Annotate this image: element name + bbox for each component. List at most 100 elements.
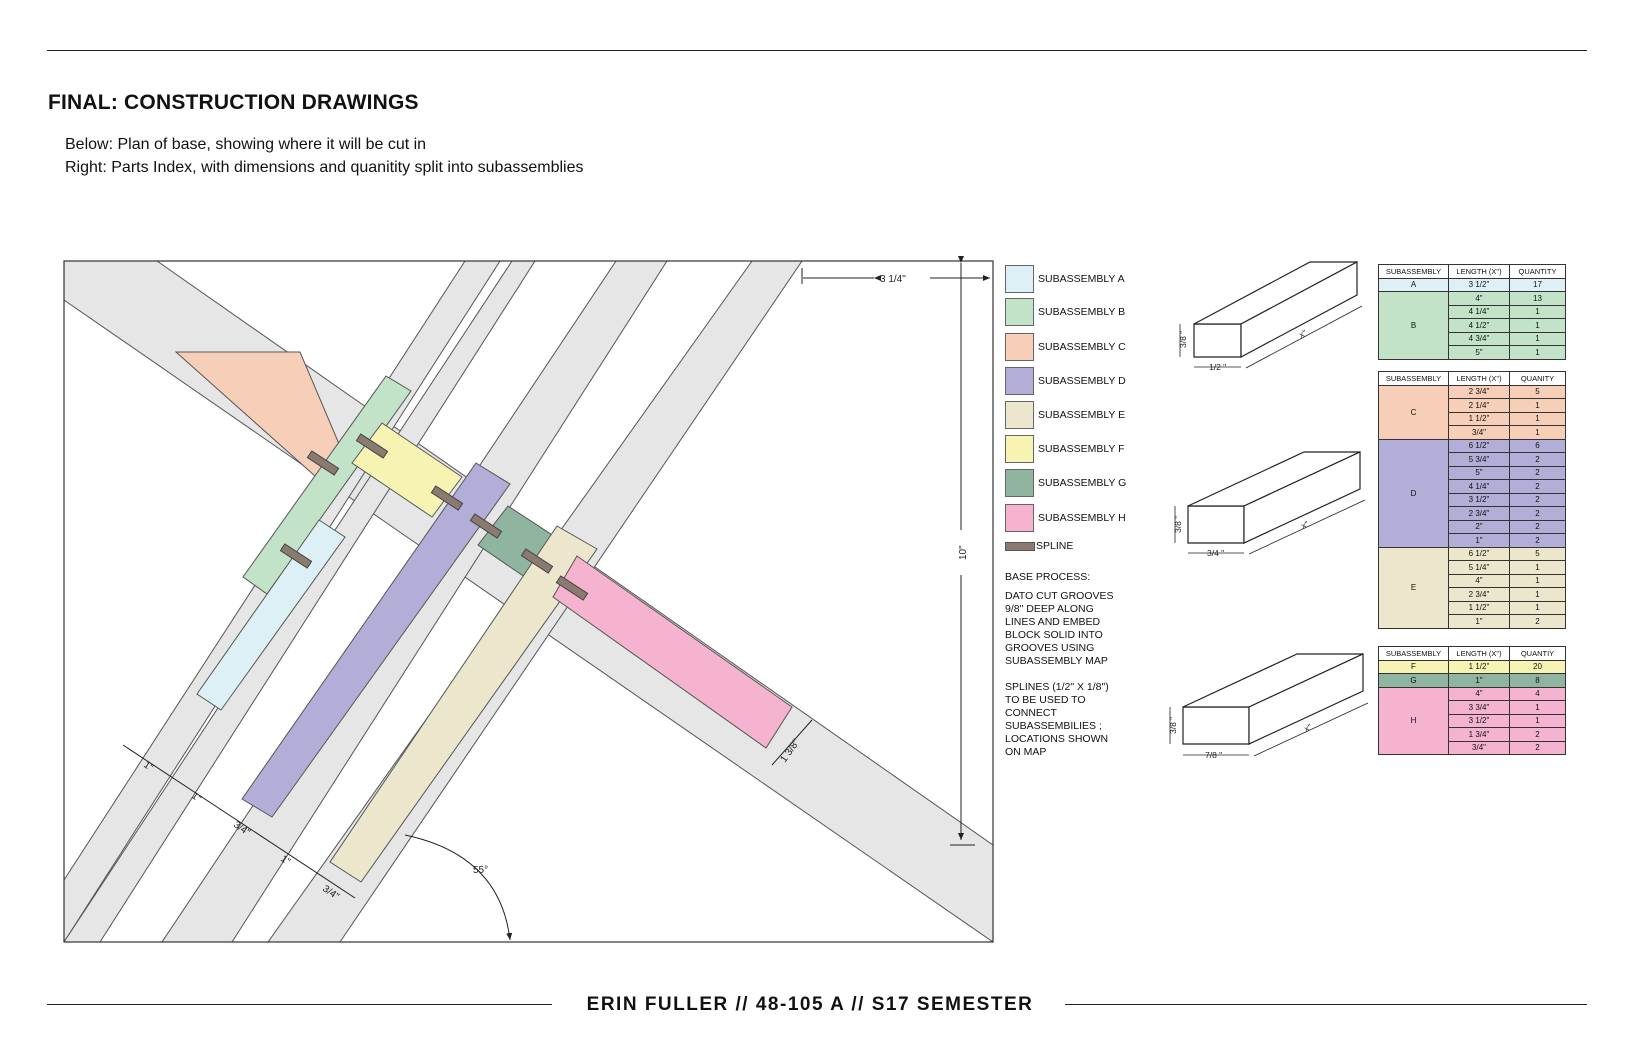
table-cell: 1 <box>1509 600 1566 615</box>
table-cell: 3 1/2" <box>1448 713 1510 728</box>
block-2-height: 3/8 " <box>1173 516 1183 533</box>
legend-swatch <box>1005 367 1034 395</box>
table-cell: 4 1/4" <box>1448 479 1510 494</box>
table-row: H 4" 4 <box>1378 686 1566 755</box>
legend-swatch <box>1005 504 1034 532</box>
spline <box>279 543 313 569</box>
plan-strips <box>64 261 993 942</box>
legend-swatch <box>1005 541 1035 551</box>
spline <box>520 548 554 574</box>
legend-item-a: SUBASSEMBLY A <box>1005 265 1125 293</box>
table-cell: 1" <box>1448 533 1510 548</box>
legend-swatch <box>1005 333 1034 361</box>
table-cell: 20 <box>1509 659 1566 674</box>
table-cell: 2 <box>1509 465 1566 480</box>
subassembly-e-region <box>329 525 598 883</box>
table-header-cell: SUBASSEMBLY <box>1378 646 1449 661</box>
table-cell: 5" <box>1448 465 1510 480</box>
legend-item-spline: SPLINE <box>1005 535 1073 557</box>
legend-swatch <box>1005 298 1034 326</box>
spline <box>469 513 503 539</box>
table-cell: 3 1/2" <box>1448 492 1510 507</box>
parts-table-1: SUBASSEMBLY LENGTH (X") QUANTITY A 3 1/2" 17 B… <box>1378 264 1566 360</box>
legend-item-e: SUBASSEMBLY E <box>1005 401 1125 429</box>
block-3 <box>1182 653 1364 745</box>
spline <box>555 575 589 601</box>
process-heading: BASE PROCESS: <box>1005 571 1091 583</box>
block-1 <box>1193 260 1358 359</box>
subassembly-cell: B <box>1378 291 1449 360</box>
legend-item-b: SUBASSEMBLY B <box>1005 298 1125 326</box>
block-2 <box>1187 451 1361 544</box>
block-1-height: 3/8 " <box>1178 331 1188 348</box>
table-cell: 2 <box>1509 740 1566 755</box>
block-2-width: 3/4 " <box>1207 548 1224 558</box>
dimension-lines <box>122 256 990 941</box>
table-row: 3 1/2" 1 <box>1378 713 1566 728</box>
footer-credit: ERIN FULLER // 48-105 A // S17 SEMESTER <box>586 994 1034 1015</box>
legend-swatch <box>1005 265 1034 293</box>
subassembly-cell: H <box>1378 686 1449 755</box>
process-steps: DATO CUT GROOVES 9/8" DEEP ALONG LINES A… <box>1005 590 1114 667</box>
spline <box>430 485 464 511</box>
subtitle-line-1: Below: Plan of base, showing where it wi… <box>65 136 427 153</box>
dim-top: 3 1/4" <box>880 274 906 285</box>
table-header-cell: LENGTH (X") <box>1448 371 1510 386</box>
table-cell: 6 1/2" <box>1448 546 1510 561</box>
table-cell: 4 3/4" <box>1448 331 1510 346</box>
table-cell: 6 <box>1509 438 1566 453</box>
table-cell: 5 1/4" <box>1448 560 1510 575</box>
legend-swatch <box>1005 401 1034 429</box>
table-cell: 8 <box>1509 673 1566 688</box>
footer-rule-right <box>1065 1004 1587 1005</box>
spline <box>355 433 389 459</box>
table-cell: 4" <box>1448 573 1510 588</box>
table-cell: 1 3/4" <box>1448 727 1510 742</box>
legend-item-d: SUBASSEMBLY D <box>1005 367 1126 395</box>
table-cell: 3/4" <box>1448 425 1510 440</box>
subassembly-cell: G <box>1378 673 1449 688</box>
table-cell: 4 <box>1509 686 1566 701</box>
table-cell: 2 <box>1509 492 1566 507</box>
table-row: B 4" 13 <box>1378 291 1566 360</box>
table-cell: 2 <box>1509 614 1566 629</box>
table-cell: 1 <box>1509 587 1566 602</box>
table-cell: 1 1/2" <box>1448 659 1510 674</box>
table-cell: 1" <box>1448 614 1510 629</box>
subtitle-line-2: Right: Parts Index, with dimensions and … <box>65 159 584 176</box>
table-header-cell: LENGTH (X") <box>1448 264 1510 279</box>
table-cell: 2 3/4" <box>1448 384 1510 399</box>
table-cell: 1 <box>1509 345 1566 360</box>
table-cell: 1 <box>1509 573 1566 588</box>
table-cell: 5 <box>1509 546 1566 561</box>
block-3-length: x" <box>1302 722 1313 734</box>
table-header-cell: QUANTITY <box>1509 264 1566 279</box>
spline <box>306 450 340 476</box>
table-cell: 3 3/4" <box>1448 700 1510 715</box>
table-header-row: SUBASSEMBLY LENGTH (X") QUANTITY <box>1378 264 1566 279</box>
subassembly-cell: F <box>1378 659 1449 674</box>
legend-item-c: SUBASSEMBLY C <box>1005 333 1126 361</box>
table-header-cell: QUANITY <box>1509 371 1566 386</box>
table-row: G 1" 8 <box>1378 673 1566 688</box>
block-3-height: 3/8 " <box>1168 717 1178 734</box>
dim-right: 10" <box>958 545 969 560</box>
table-cell: 1 <box>1509 713 1566 728</box>
block-2-length: x" <box>1299 519 1310 531</box>
subassembly-cell: E <box>1378 546 1449 629</box>
table-header-row: SUBASSEMBLY LENGTH (X") QUANTIY <box>1378 646 1566 661</box>
table-cell: 1 <box>1509 318 1566 333</box>
table-cell: 5 3/4" <box>1448 452 1510 467</box>
table-cell: 1 <box>1509 425 1566 440</box>
footer-rule-left <box>47 1004 552 1005</box>
table-cell: 2 <box>1509 533 1566 548</box>
splines <box>279 433 589 601</box>
table-header-row: SUBASSEMBLY LENGTH (X") QUANITY <box>1378 371 1566 386</box>
legend-item-h: SUBASSEMBLY H <box>1005 504 1126 532</box>
table-cell: 2 1/4" <box>1448 398 1510 413</box>
table-cell: 5 <box>1509 384 1566 399</box>
